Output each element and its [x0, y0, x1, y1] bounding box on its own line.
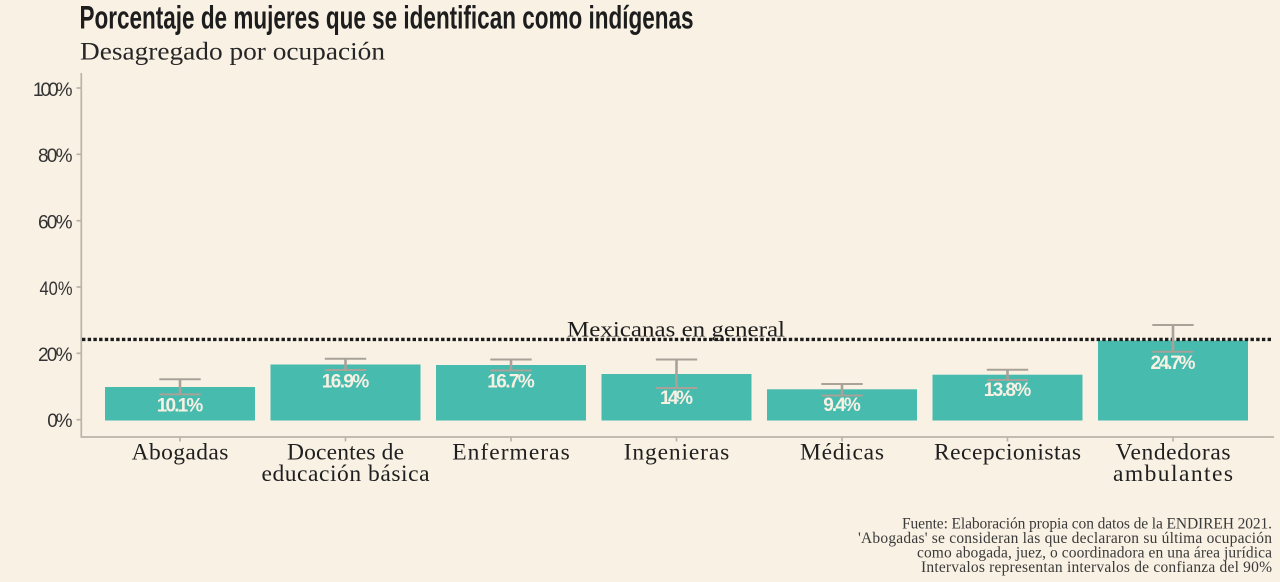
svg-text:0%: 0% — [47, 411, 72, 432]
svg-text:16.7%: 16.7% — [487, 372, 535, 393]
svg-text:educación básica: educación básica — [262, 461, 431, 487]
svg-text:Porcentaje de mujeres que se i: Porcentaje de mujeres que se identifican… — [80, 0, 694, 36]
svg-text:13.8%: 13.8% — [984, 380, 1032, 401]
svg-text:10.1%: 10.1% — [157, 396, 204, 417]
svg-text:ambulantes: ambulantes — [1113, 461, 1233, 487]
svg-text:Abogadas: Abogadas — [132, 440, 229, 466]
svg-text:14%: 14% — [660, 388, 693, 409]
svg-text:como abogada, juez, o coordina: como abogada, juez, o coordinadora en un… — [917, 545, 1272, 562]
svg-text:16.9%: 16.9% — [322, 371, 370, 392]
svg-text:Fuente: Elaboración propia con: Fuente: Elaboración propia con datos de … — [902, 516, 1272, 533]
svg-text:Recepcionistas: Recepcionistas — [934, 440, 1081, 466]
svg-text:Médicas: Médicas — [800, 440, 884, 466]
svg-text:60%: 60% — [38, 212, 73, 233]
svg-text:100%: 100% — [33, 80, 73, 101]
svg-text:Docentes de: Docentes de — [287, 440, 404, 466]
svg-text:'Abogadas' se consideran las q: 'Abogadas' se consideran las que declara… — [858, 530, 1272, 547]
svg-text:40%: 40% — [40, 279, 73, 300]
svg-text:Intervalos representan interva: Intervalos representan intervalos de con… — [921, 559, 1272, 576]
svg-text:Ingenieras: Ingenieras — [624, 440, 730, 466]
svg-text:Vendedoras: Vendedoras — [1116, 440, 1231, 466]
svg-text:9.4%: 9.4% — [823, 395, 861, 416]
svg-text:Mexicanas en general: Mexicanas en general — [567, 317, 785, 342]
svg-text:24.7%: 24.7% — [1151, 353, 1196, 374]
svg-text:80%: 80% — [38, 146, 73, 167]
svg-text:20%: 20% — [38, 345, 73, 366]
svg-text:Desagregado por ocupación: Desagregado por ocupación — [80, 37, 385, 66]
svg-text:Enfermeras: Enfermeras — [452, 440, 570, 466]
